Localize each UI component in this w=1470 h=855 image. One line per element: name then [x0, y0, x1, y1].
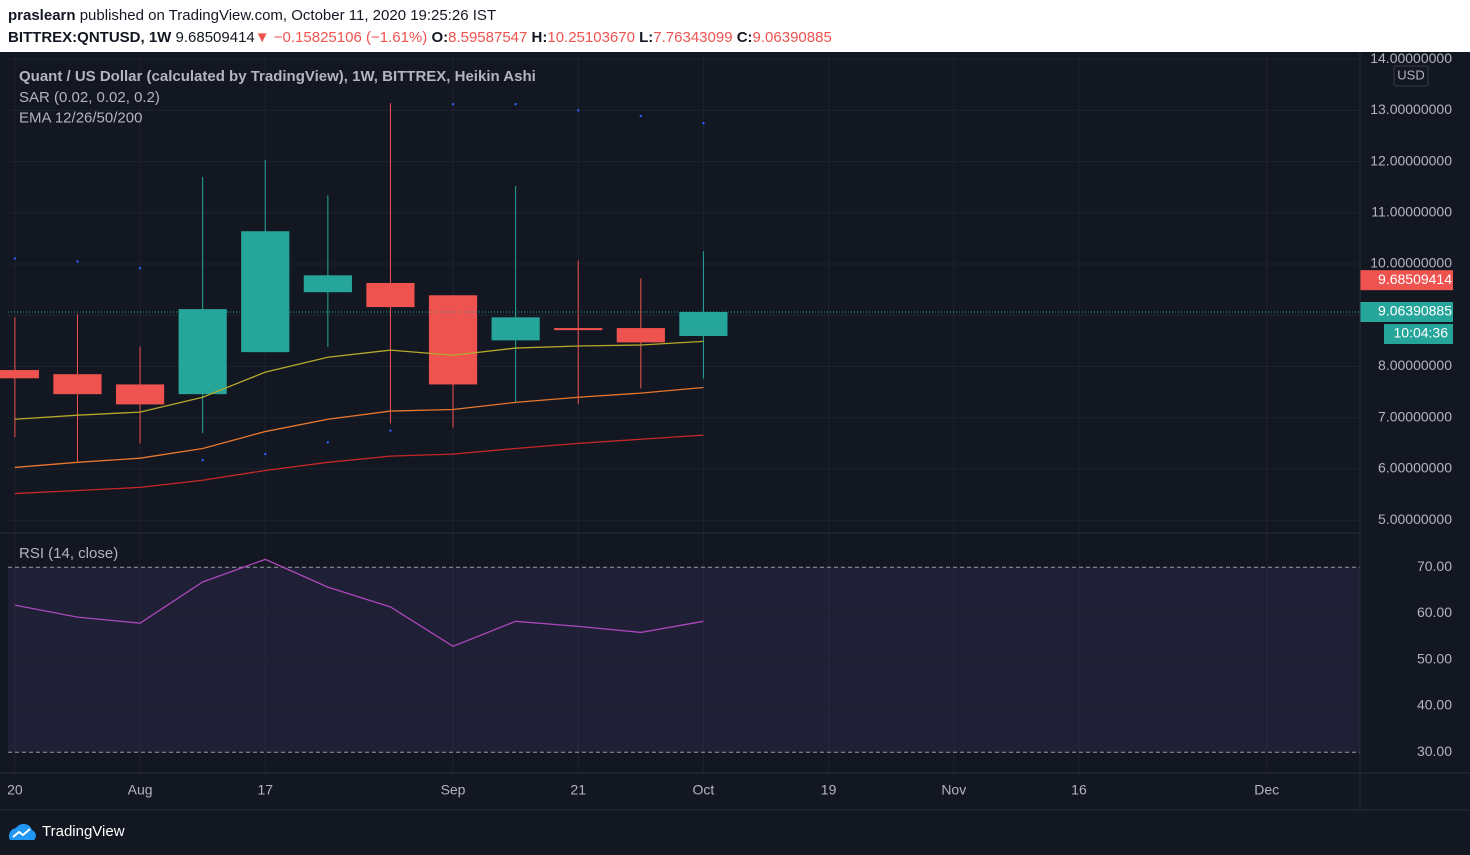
sar-dot: [639, 114, 643, 118]
candle-body: [241, 231, 290, 353]
last: 9.68509414: [175, 29, 255, 46]
l-label: L:: [639, 29, 654, 46]
x-tick-label: Nov: [941, 782, 966, 798]
arrow: ▼: [254, 29, 270, 46]
l: 7.76343099: [653, 29, 733, 46]
o: 8.59587547: [448, 29, 528, 46]
candle-body: [303, 275, 352, 293]
y-tick-label: 13.00000000: [1370, 101, 1452, 117]
symbol-line: BITTREX:QNTUSD, 1W 9.68509414▼ −0.158251…: [8, 29, 832, 46]
sar-dot: [201, 459, 204, 462]
h-label: H:: [531, 29, 548, 46]
c-label: C:: [736, 29, 753, 46]
x-tick-label: Aug: [128, 782, 153, 798]
sar-dot: [13, 257, 17, 260]
sar-dot: [326, 441, 330, 444]
candle-body: [428, 295, 478, 385]
y-tick-label: 6.00000000: [1378, 460, 1452, 476]
sar-dot: [389, 429, 392, 432]
ema-line: [14, 386, 704, 469]
rsi-title: RSI (14, close): [19, 545, 118, 562]
last-price-label: 9.68509414: [1378, 271, 1452, 287]
candle-body: [491, 317, 540, 341]
y-tick-label: 7.00000000: [1378, 408, 1452, 424]
countdown: 10:04:36: [1394, 325, 1449, 341]
currency-box: [1393, 65, 1429, 87]
sar-dot: [577, 109, 580, 112]
logo-mark: [12, 828, 31, 838]
candle-body: [0, 370, 39, 379]
change: −0.15825106 (−1.61%): [273, 29, 428, 46]
candle-body: [53, 374, 102, 395]
brand: TradingView: [42, 823, 125, 840]
y-tick-label: 40.00: [1417, 697, 1452, 713]
chart-title: Quant / US Dollar (calculated by Trading…: [19, 68, 536, 85]
y-tick-label: 11.00000000: [1371, 203, 1452, 219]
rsi-line: [14, 558, 704, 648]
y-tick-label: 50.00: [1417, 650, 1452, 666]
sar-dot: [451, 102, 455, 106]
sar-dot: [264, 452, 267, 456]
x-tick-label: 16: [1071, 782, 1087, 798]
h: 10.25103670: [547, 29, 635, 46]
x-tick-label: 17: [257, 782, 273, 798]
countdown-tag: [1384, 323, 1453, 344]
ema-line: [14, 434, 704, 495]
header: praslearn published on TradingView.com, …: [0, 0, 1470, 52]
candle-body: [616, 328, 665, 343]
candle-body: [366, 282, 415, 308]
c: 9.06390885: [752, 29, 832, 46]
sar-dot: [702, 121, 705, 125]
sar-dot: [138, 266, 142, 270]
symbol: BITTREX:QNTUSD, 1W: [8, 29, 172, 46]
o-label: O:: [431, 29, 449, 46]
indicator-label: SAR (0.02, 0.02, 0.2): [19, 89, 160, 106]
x-tick-label: Sep: [441, 782, 466, 798]
currency: USD: [1397, 67, 1424, 82]
x-tick-label: Dec: [1254, 782, 1279, 798]
publish-line: praslearn published on TradingView.com, …: [8, 7, 496, 24]
x-tick-label: 21: [570, 782, 586, 798]
candle-body: [115, 384, 165, 405]
y-tick-label: 30.00: [1417, 743, 1452, 759]
user: praslearn: [8, 7, 76, 24]
ema-line: [14, 340, 704, 420]
y-tick-label: 14.00000000: [1370, 50, 1452, 66]
candle-body: [554, 328, 603, 331]
y-tick-label: 8.00000000: [1378, 357, 1452, 373]
chart-bg: [0, 53, 1470, 855]
y-tick-label: 12.00000000: [1370, 152, 1452, 168]
sar-dot: [514, 102, 517, 106]
y-tick-label: 5.00000000: [1378, 511, 1452, 527]
candle-body: [679, 311, 728, 336]
candle-body: [178, 309, 227, 395]
y-tick-label: 70.00: [1417, 558, 1452, 574]
y-tick-label: 10.00000000: [1370, 255, 1452, 271]
indicator-label: EMA 12/26/50/200: [19, 109, 142, 126]
x-tick-label: Oct: [693, 782, 715, 798]
x-tick-label: 19: [821, 782, 837, 798]
sar-dot: [76, 260, 79, 263]
published: published on TradingView.com, October 11…: [79, 7, 497, 24]
close-price-tag: [1360, 301, 1453, 322]
x-tick-label: 20: [7, 782, 23, 798]
close-price-label: 9.06390885: [1378, 303, 1452, 319]
y-tick-label: 60.00: [1417, 604, 1452, 620]
last-price-tag: [1360, 270, 1453, 291]
